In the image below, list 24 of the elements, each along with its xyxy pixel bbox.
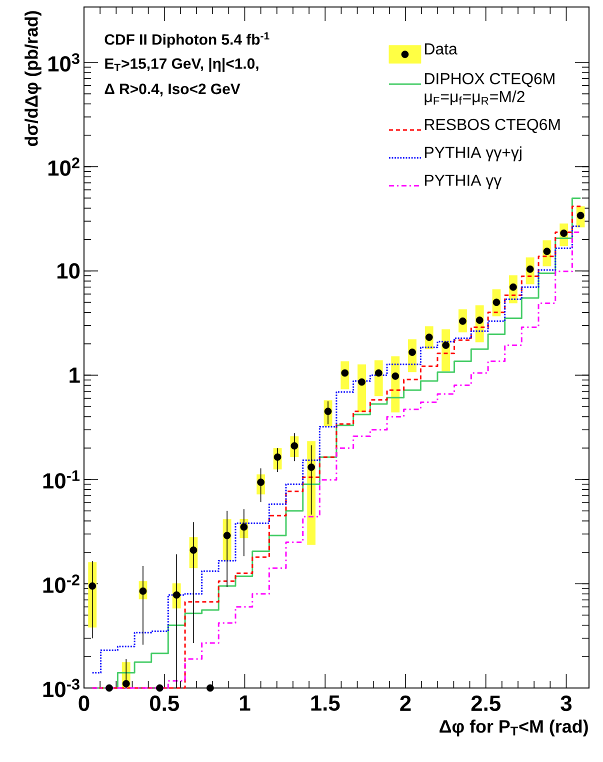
x-axis-title: Δφ for P$_{T}$<M (rad) [440,720,588,736]
y-tick-label: 10$^{-1}$ [43,470,80,489]
y-tick-label: 10 [57,263,80,279]
x-tick-label: 0 [78,696,90,712]
annotation: CDF II Diphoton 5.4 fb$^{-1}$ [104,32,270,48]
y-tick-label: 10$^{3}$ [48,53,80,72]
annotation: E$_{T}$>15,17 GeV, |η|<1.0, [105,58,258,72]
annotation: Δ R>0.4, Iso<2 GeV [104,84,240,96]
y-tick-label: 1 [70,368,80,383]
legend-label: Data [425,43,458,55]
legend-label: DIPHOX CTEQ6M μ$_{F}$=μ$_{f}$=μ$_{R}$=M/2 [424,73,554,106]
y-tick-label: 10$^{-2}$ [43,574,80,593]
x-tick-label: 1.5 [311,696,340,711]
y-tick-label: 10$^{2}$ [48,157,80,176]
x-tick-label: 1 [240,696,250,711]
y-axis-title: dσ/dΔφ (pb/rad) [24,11,42,146]
x-tick-label: 0.5 [150,696,179,712]
legend-label: PYTHIA γγ [425,174,502,190]
y-tick-label: 10$^{-3}$ [43,678,80,698]
legend-label: RESBOS CTEQ6M [425,118,560,133]
x-tick-label: 2.5 [471,696,500,712]
x-tick-label: 3 [560,696,572,712]
legend-label: PYTHIA γγ+γj [425,146,522,162]
x-tick-label: 2 [400,696,411,711]
